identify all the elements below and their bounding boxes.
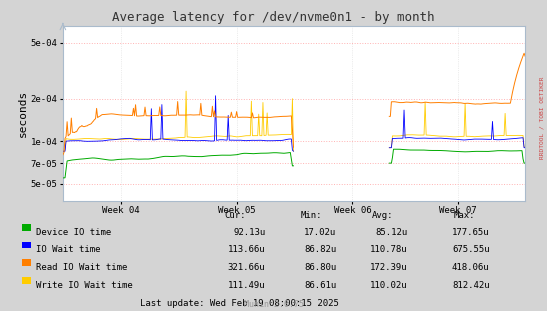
Text: RRDTOOL / TOBI OETIKER: RRDTOOL / TOBI OETIKER bbox=[539, 77, 544, 160]
Text: 92.13u: 92.13u bbox=[233, 228, 265, 237]
Text: 111.49u: 111.49u bbox=[228, 281, 265, 290]
Text: 86.82u: 86.82u bbox=[304, 245, 336, 254]
Text: 85.12u: 85.12u bbox=[375, 228, 408, 237]
Text: 172.39u: 172.39u bbox=[370, 263, 408, 272]
Text: 177.65u: 177.65u bbox=[452, 228, 490, 237]
Text: Device IO time: Device IO time bbox=[36, 228, 112, 237]
Text: Average latency for /dev/nvme0n1 - by month: Average latency for /dev/nvme0n1 - by mo… bbox=[112, 11, 435, 24]
Text: 86.61u: 86.61u bbox=[304, 281, 336, 290]
Text: 675.55u: 675.55u bbox=[452, 245, 490, 254]
Text: Cur:: Cur: bbox=[224, 211, 246, 220]
Text: 418.06u: 418.06u bbox=[452, 263, 490, 272]
Text: IO Wait time: IO Wait time bbox=[36, 245, 101, 254]
Text: 812.42u: 812.42u bbox=[452, 281, 490, 290]
Text: 321.66u: 321.66u bbox=[228, 263, 265, 272]
Text: Munin 2.0.75: Munin 2.0.75 bbox=[243, 299, 304, 309]
Text: 86.80u: 86.80u bbox=[304, 263, 336, 272]
Text: 110.02u: 110.02u bbox=[370, 281, 408, 290]
Text: 110.78u: 110.78u bbox=[370, 245, 408, 254]
Y-axis label: seconds: seconds bbox=[18, 90, 28, 137]
Text: Read IO Wait time: Read IO Wait time bbox=[36, 263, 127, 272]
Text: Min:: Min: bbox=[301, 211, 322, 220]
Text: Write IO Wait time: Write IO Wait time bbox=[36, 281, 133, 290]
Text: 113.66u: 113.66u bbox=[228, 245, 265, 254]
Text: Avg:: Avg: bbox=[372, 211, 393, 220]
Text: 17.02u: 17.02u bbox=[304, 228, 336, 237]
Text: Max:: Max: bbox=[454, 211, 475, 220]
Text: Last update: Wed Feb 19 08:00:15 2025: Last update: Wed Feb 19 08:00:15 2025 bbox=[140, 299, 339, 308]
